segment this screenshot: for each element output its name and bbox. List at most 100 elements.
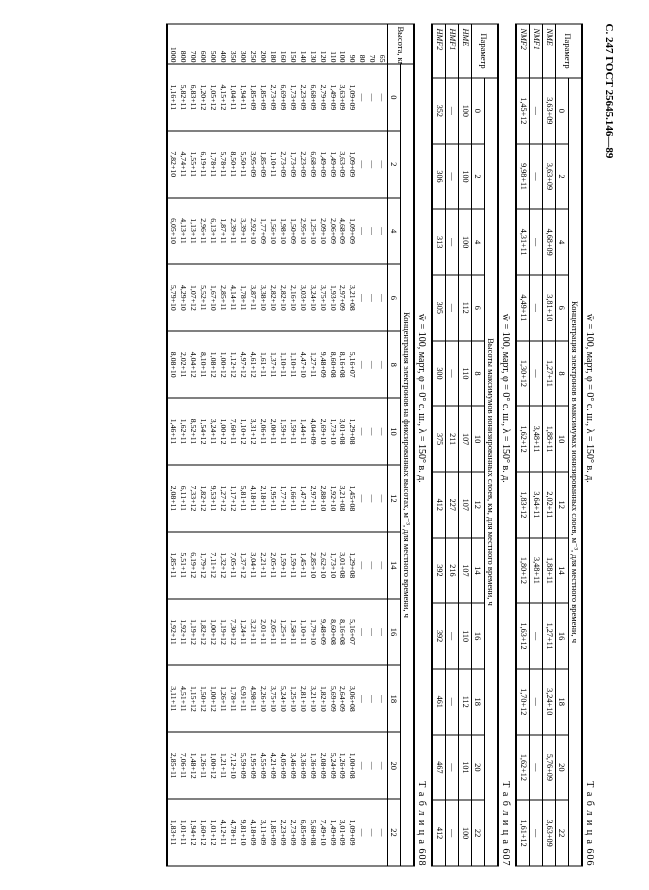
data-cell: 1,85+11 <box>166 532 177 599</box>
alt-cell: 250 <box>247 24 257 64</box>
data-cell: 1,09+09 <box>347 198 357 265</box>
data-cell: — <box>376 799 386 866</box>
data-cell: 1,01+11 <box>177 799 187 866</box>
data-cell: 1,45+11 <box>297 532 307 599</box>
hour-col: 14 <box>471 538 484 604</box>
data-cell: 1,44+11 <box>297 398 307 465</box>
data-cell: — <box>445 735 458 801</box>
data-cell: — <box>356 64 366 131</box>
alt-cell: 800 <box>177 24 187 64</box>
alt-cell: 150 <box>287 24 297 64</box>
t608-title: Концентрация электронов на фиксированных… <box>400 64 414 866</box>
data-cell: 100 <box>458 209 471 275</box>
data-cell: 2,82+10 <box>267 264 277 331</box>
data-cell: — <box>376 532 386 599</box>
data-cell: 3,21+11 <box>247 599 257 666</box>
hour-col: 12 <box>471 472 484 538</box>
data-cell: 6,68+09 <box>307 64 317 131</box>
table-row: 1003,63+093,63+094,68+092,97+098,16+083,… <box>337 24 347 866</box>
data-cell: 1,49+09 <box>327 131 337 198</box>
data-cell: 3,63+09 <box>542 78 555 144</box>
page-header: С. 247 ГОСТ 25645.146—89 <box>603 24 615 867</box>
data-cell: 3,48+11 <box>529 538 542 604</box>
data-cell: 7,33+12 <box>187 465 197 532</box>
table-row: 2501,85+093,95+092,92+103,87+114,61+123,… <box>247 24 257 866</box>
data-cell: 3,63+09 <box>337 64 347 131</box>
data-cell: 4,21+09 <box>267 732 277 799</box>
table-row: 3001,94+115,50+113,39+111,78+114,97+121,… <box>237 24 247 866</box>
data-cell: 2,85+11 <box>217 264 227 331</box>
data-cell: 300 <box>432 341 445 407</box>
data-cell: 5,24+09 <box>327 732 337 799</box>
data-cell: 1,49+09 <box>317 131 327 198</box>
hour-col: 18 <box>555 669 568 735</box>
data-cell: 1,55+11 <box>187 131 197 198</box>
hour-col: 8 <box>471 341 484 407</box>
data-cell: 8,60+08 <box>327 331 337 398</box>
data-cell: 1,37+12 <box>237 532 247 599</box>
data-cell: 4,68+09 <box>542 209 555 275</box>
data-cell: 1,29+08 <box>347 532 357 599</box>
data-cell: 2,64+09 <box>337 665 347 732</box>
data-cell: 1,63+12 <box>516 603 529 669</box>
hour-col: 18 <box>471 669 484 735</box>
data-cell: 1,10+11 <box>297 599 307 666</box>
data-cell: 9,98+11 <box>516 144 529 210</box>
data-cell: 2,01+11 <box>257 599 267 666</box>
data-cell: — <box>529 341 542 407</box>
data-cell: — <box>356 532 366 599</box>
data-cell: 8,08+10 <box>166 331 177 398</box>
data-cell: 9,48+09 <box>317 599 327 666</box>
param-cell: HME <box>458 24 471 78</box>
data-cell: 1,27+12 <box>217 465 227 532</box>
data-cell: 7,11+12 <box>207 532 217 599</box>
data-cell: 1,49+09 <box>327 64 337 131</box>
data-cell: 7,49+10 <box>317 799 327 866</box>
data-cell: 1,54+12 <box>197 398 207 465</box>
table-row: 1101,49+091,49+092,06+091,93+108,60+081,… <box>327 24 337 866</box>
data-cell: 5,76+09 <box>542 735 555 801</box>
data-cell: 2,21+11 <box>257 532 267 599</box>
data-cell: 1,27+11 <box>542 603 555 669</box>
data-cell: 1,85+09 <box>257 131 267 198</box>
data-cell: 1,56+10 <box>267 198 277 265</box>
data-cell: — <box>366 198 376 265</box>
data-cell: 1,25+10 <box>307 198 317 265</box>
data-cell: 1,83+11 <box>166 799 177 866</box>
data-cell: — <box>529 275 542 341</box>
data-cell: 3,01+08 <box>337 398 347 465</box>
data-cell: 1,61+11 <box>257 331 267 398</box>
data-cell: 1,47+11 <box>297 465 307 532</box>
table-num-608: Т а б л и ц а 608 <box>416 781 427 866</box>
data-cell: 3,03+10 <box>297 264 307 331</box>
data-cell: 107 <box>458 472 471 538</box>
data-cell: 3,46+09 <box>287 732 297 799</box>
data-cell: 6,69+09 <box>277 64 287 131</box>
data-cell: 2,92+10 <box>247 198 257 265</box>
data-cell: 1,50+12 <box>197 665 207 732</box>
data-cell: 4,12+11 <box>217 799 227 866</box>
data-cell: 1,93+10 <box>327 264 337 331</box>
data-cell: 3,01+08 <box>337 532 347 599</box>
data-cell: 1,88+11 <box>542 538 555 604</box>
data-cell: 1,50+09 <box>287 198 297 265</box>
data-cell: 412 <box>432 800 445 866</box>
hour-col: 8 <box>555 341 568 407</box>
alt-cell: 110 <box>327 24 337 64</box>
hour-col: 10 <box>555 406 568 472</box>
data-cell: — <box>356 398 366 465</box>
data-cell: 1,10+11 <box>287 331 297 398</box>
data-cell: — <box>376 398 386 465</box>
data-cell: 4,14+11 <box>227 264 237 331</box>
data-cell: 5,50+11 <box>237 131 247 198</box>
data-cell: 1,21+11 <box>217 732 227 799</box>
alt-cell: 140 <box>297 24 307 64</box>
data-cell: — <box>366 599 376 666</box>
data-cell: 1,09+09 <box>347 64 357 131</box>
data-cell: 2,88+10 <box>317 465 327 532</box>
data-cell: — <box>376 599 386 666</box>
data-cell: 4,68+09 <box>337 198 347 265</box>
data-cell: 4,74+11 <box>177 131 187 198</box>
data-cell: — <box>376 264 386 331</box>
data-cell: 467 <box>432 735 445 801</box>
